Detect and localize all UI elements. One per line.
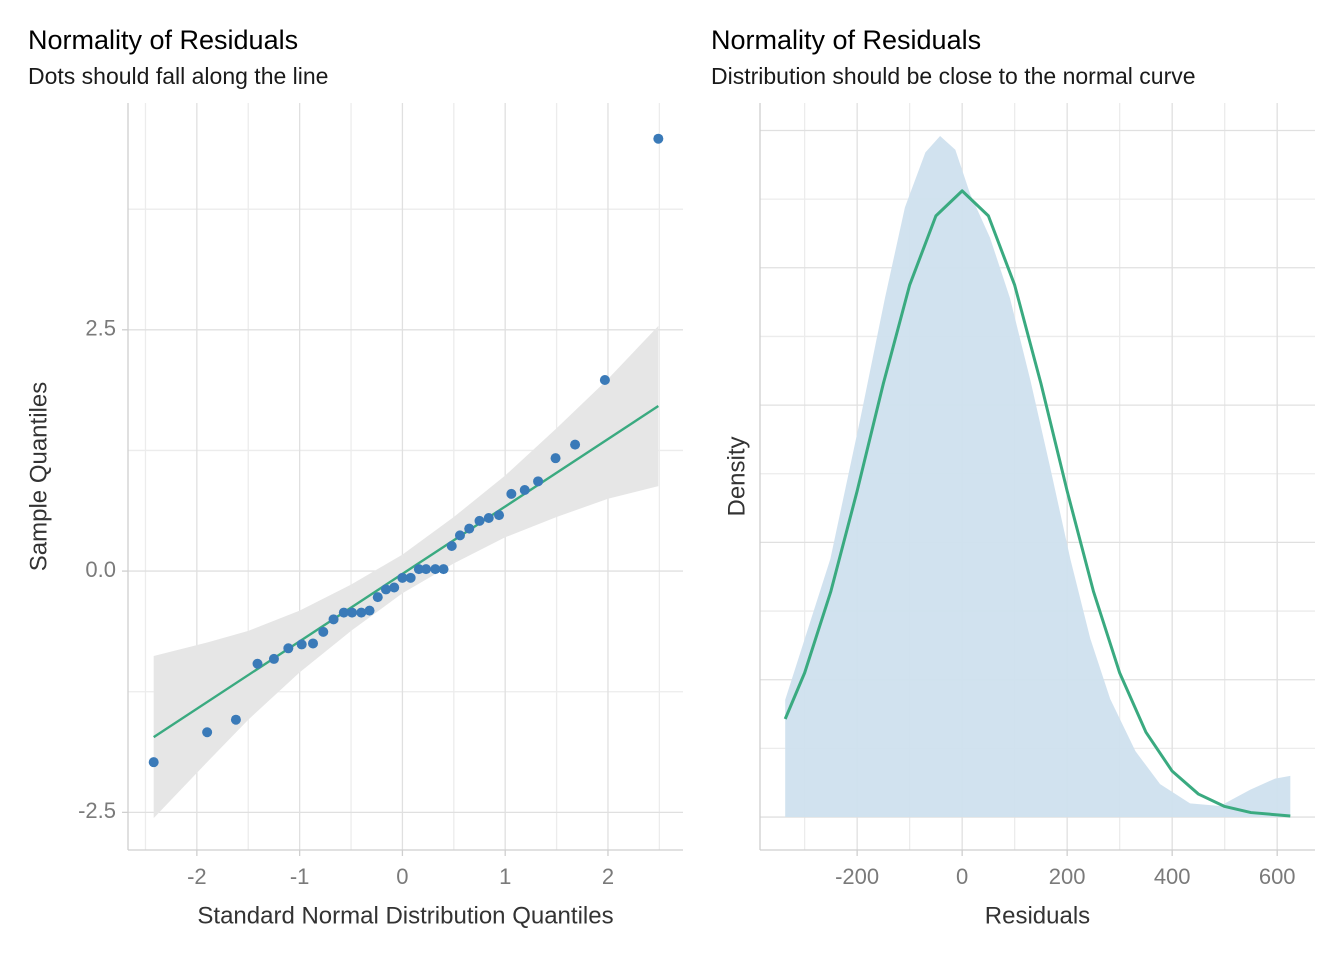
point	[506, 488, 517, 499]
x-tick-label: -1	[290, 864, 310, 889]
x-tick-label: 200	[1049, 864, 1086, 889]
chart-title: Normality of Residuals	[28, 25, 298, 55]
chart-subtitle: Dots should fall along the line	[28, 63, 328, 89]
point	[364, 605, 375, 616]
y-tick-label: 0.0	[85, 557, 116, 582]
point	[653, 133, 664, 144]
chart-title: Normality of Residuals	[711, 25, 981, 55]
point	[570, 439, 581, 450]
reference-line	[153, 405, 659, 739]
point	[389, 582, 400, 593]
point	[296, 639, 307, 650]
point	[519, 485, 530, 496]
x-tick-label: 0	[396, 864, 408, 889]
x-tick-label: 2	[602, 864, 614, 889]
point	[421, 564, 432, 575]
point	[372, 592, 383, 603]
x-tick-label: 600	[1259, 864, 1296, 889]
x-tick-label: 0	[956, 864, 968, 889]
point	[599, 374, 610, 385]
point	[405, 572, 416, 583]
y-axis-label: Sample Quantiles	[25, 382, 52, 571]
normal-curve	[783, 189, 1291, 818]
point	[397, 572, 408, 583]
point	[148, 757, 159, 768]
y-axis-label: Density	[723, 436, 750, 516]
point	[413, 564, 424, 575]
chart-subtitle: Distribution should be close to the norm…	[711, 63, 1196, 89]
x-tick-label: 1	[499, 864, 511, 889]
point	[268, 653, 279, 664]
x-tick-label: 400	[1154, 864, 1191, 889]
point	[283, 643, 294, 654]
point	[438, 564, 449, 575]
point	[252, 658, 263, 669]
point	[550, 453, 561, 464]
point	[328, 614, 339, 625]
point	[464, 523, 475, 534]
point	[338, 607, 349, 618]
x-axis-label: Residuals	[985, 902, 1090, 929]
density-area	[785, 135, 1291, 818]
point	[483, 513, 494, 523]
x-axis-label: Standard Normal Distribution Quantiles	[197, 902, 613, 929]
panel: Normality of Residuals Distribution shoul…	[711, 25, 1315, 929]
point	[308, 638, 318, 649]
point	[533, 476, 544, 487]
point	[430, 564, 441, 575]
point	[474, 515, 485, 526]
point	[454, 530, 465, 541]
point	[380, 584, 391, 595]
point	[230, 714, 241, 725]
point	[446, 540, 457, 551]
y-tick-label: -2.5	[78, 798, 116, 823]
point	[202, 727, 213, 738]
x-tick-label: -2	[187, 864, 207, 889]
x-tick-label: -200	[835, 864, 879, 889]
point	[356, 607, 367, 618]
point	[494, 510, 505, 521]
point	[347, 607, 358, 618]
point	[318, 626, 329, 637]
y-tick-label: 2.5	[85, 316, 116, 341]
panel: Normality of Residuals Dots should fall a…	[25, 25, 683, 929]
